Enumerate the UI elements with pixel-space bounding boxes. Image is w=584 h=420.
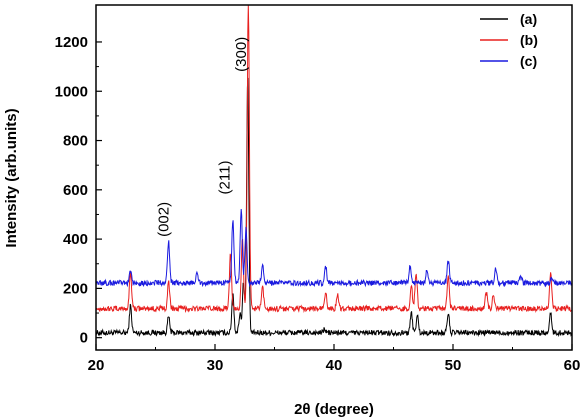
legend-label: (c) [520,53,537,69]
series-line-2 [95,5,573,314]
y-tick-label: 400 [63,231,88,248]
y-tick-label: 1000 [55,83,88,100]
legend: (a) (b) (c) [480,11,538,69]
x-tick-label: 60 [564,357,581,374]
legend-label: (a) [520,11,537,27]
peak-annotation: (211) [216,161,233,195]
y-tick-label: 200 [63,280,88,297]
x-tick-label: 40 [326,357,343,374]
y-tick-label: 0 [80,330,88,347]
legend-label: (b) [520,32,538,48]
y-tick-label: 800 [63,133,88,150]
series-line-1 [95,77,573,338]
x-axis-title: 2θ (degree) [294,401,374,418]
peak-annotation: (002) [156,202,173,237]
peak-annotation: (300) [233,37,250,72]
y-tick-label: 1200 [55,34,88,51]
y-tick-label: 600 [63,182,88,199]
annotation-layer: (002) (211) (300) [156,37,250,237]
x-tick-label: 20 [88,357,105,374]
y-axis-title: Intensity (arb.units) [3,108,20,247]
x-tick-label: 50 [445,357,462,374]
series-layer [95,5,573,338]
series-line-3 [95,208,573,288]
x-tick-label: 30 [207,357,224,374]
